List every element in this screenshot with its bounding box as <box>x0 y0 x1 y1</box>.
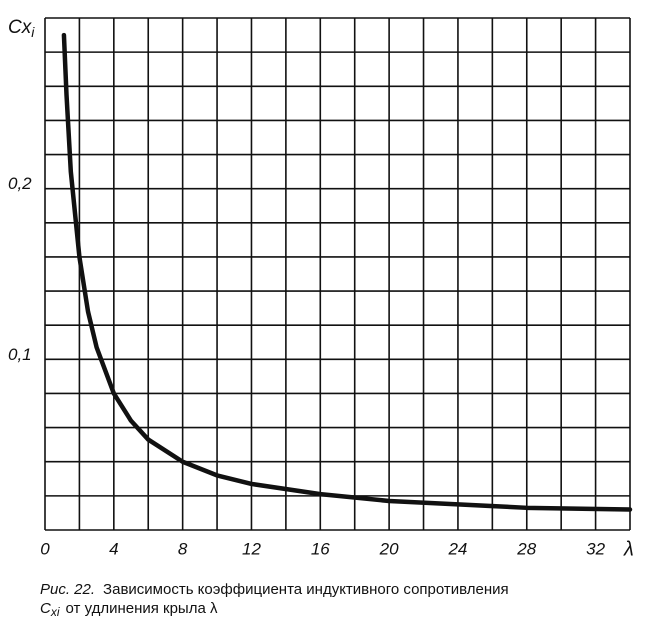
x-tick-label: 28 <box>516 539 536 558</box>
y-axis-label-main: Cx <box>8 17 33 38</box>
y-axis-label-sub: i <box>31 24 35 40</box>
caption-tail: от удлинения крыла λ <box>66 600 218 617</box>
x-tick-label: 20 <box>379 539 399 558</box>
x-tick-label: 0 <box>40 539 50 558</box>
caption-line-2: Cxi от удлинения крыла λ <box>40 600 218 619</box>
caption-label: Рис. 22. <box>40 581 95 598</box>
x-tick-label: 24 <box>447 539 467 558</box>
caption-symbol: C <box>40 600 51 617</box>
line <box>61 32 633 512</box>
caption-line-1: Рис. 22. Зависимость коэффициента индукти… <box>40 581 509 598</box>
y-tick-label: 0,1 <box>8 345 32 364</box>
x-axis-label: λ <box>623 538 634 560</box>
y-tick-label: 0,2 <box>8 174 32 193</box>
x-tick-label: 32 <box>586 539 605 558</box>
x-tick-label: 16 <box>311 539 330 558</box>
x-tick-label: 4 <box>109 539 118 558</box>
caption-symbol-sub: xi <box>50 605 60 619</box>
caption-text: Зависимость коэффициента индуктивного со… <box>103 581 509 598</box>
x-tick-label: 12 <box>242 539 261 558</box>
x-tick-label: 8 <box>178 539 188 558</box>
y-axis-label: Cxi <box>8 17 35 40</box>
